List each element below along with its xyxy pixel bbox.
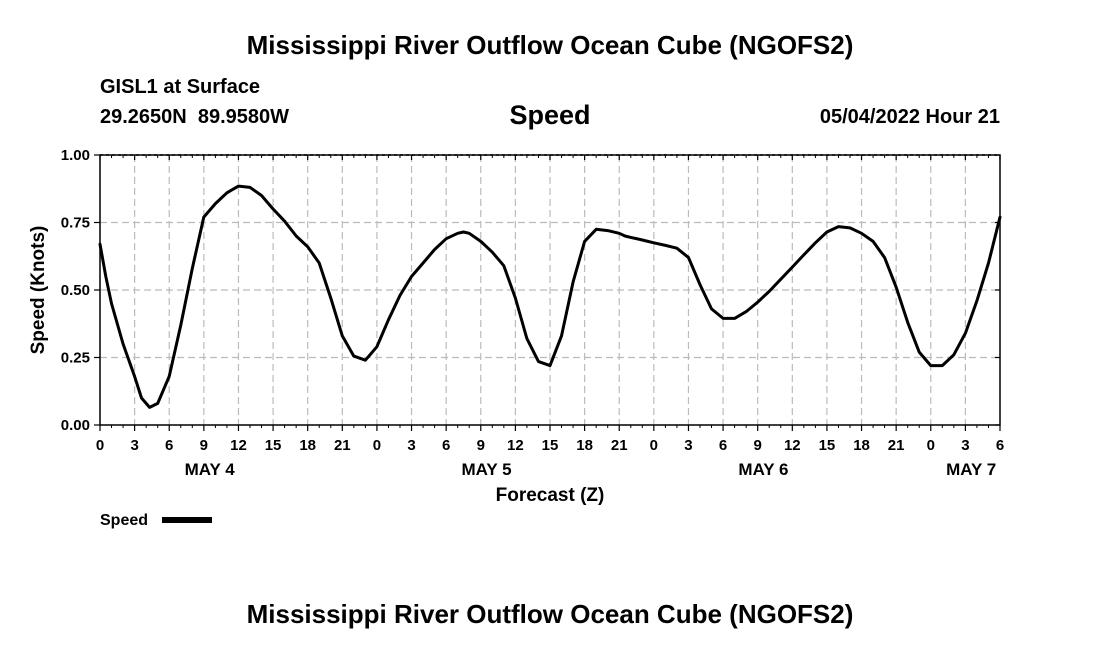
legend: Speed [100, 512, 212, 529]
day-label: MAY 7 [946, 460, 996, 479]
x-tick-label: 3 [407, 437, 415, 454]
station-label: GISL1 at Surface [100, 76, 261, 98]
x-tick-label: 15 [542, 437, 559, 454]
x-tick-label: 0 [96, 437, 104, 454]
x-tick-label: 0 [650, 437, 658, 454]
x-tick-label: 6 [442, 437, 450, 454]
x-tick-label: 9 [477, 437, 485, 454]
x-tick-label: 0 [927, 437, 935, 454]
x-tick-label: 6 [996, 437, 1004, 454]
x-tick-label: 15 [265, 437, 282, 454]
x-tick-label: 3 [684, 437, 692, 454]
x-tick-label: 12 [230, 437, 247, 454]
series-layer [98, 184, 1002, 409]
y-tick-label: 0.25 [61, 350, 90, 367]
x-tick-label: 6 [165, 437, 173, 454]
chart-title: Mississippi River Outflow Ocean Cube (NG… [246, 30, 854, 60]
legend-label: Speed [100, 512, 148, 529]
x-tick-label: 12 [784, 437, 801, 454]
x-tick-label: 18 [576, 437, 593, 454]
datetime-label: 05/04/2022 Hour 21 [819, 106, 1000, 128]
axis-ticks [94, 154, 1001, 431]
x-tick-label: 21 [334, 437, 351, 454]
x-tick-label: 9 [754, 437, 762, 454]
grid [100, 155, 1000, 425]
day-label: MAY 6 [738, 460, 788, 479]
day-label: MAY 4 [185, 460, 236, 479]
x-tick-label: 6 [719, 437, 727, 454]
x-tick-label: 21 [611, 437, 628, 454]
x-tick-label: 21 [888, 437, 905, 454]
axis-labels: 0 3 6 9 12 15 18 21 0 3 6 9 12 15 18 21 0 3 6 9 12 15 18 21 0 3 6 0… [28, 147, 1004, 506]
footer-title: Mississippi River Outflow Ocean Cube (NG… [246, 599, 854, 629]
speed-series-line [98, 184, 1002, 409]
x-tick-label: 18 [299, 437, 316, 454]
x-axis-title: Forecast (Z) [496, 485, 605, 506]
x-tick-label: 9 [200, 437, 208, 454]
y-tick-label: 0.00 [61, 417, 90, 434]
variable-title: Speed [509, 100, 591, 130]
x-tick-label: 3 [130, 437, 138, 454]
x-tick-label: 15 [819, 437, 836, 454]
y-tick-label: 1.00 [61, 147, 90, 164]
y-axis-title: Speed (Knots) [28, 226, 49, 355]
coordinates-label: 29.2650N 89.9580W [100, 106, 290, 128]
x-tick-label: 0 [373, 437, 381, 454]
x-tick-label: 18 [853, 437, 870, 454]
x-tick-label: 12 [507, 437, 524, 454]
x-tick-label: 3 [961, 437, 969, 454]
day-label: MAY 5 [461, 460, 511, 479]
y-tick-label: 0.75 [61, 215, 90, 232]
y-tick-label: 0.50 [61, 282, 90, 299]
